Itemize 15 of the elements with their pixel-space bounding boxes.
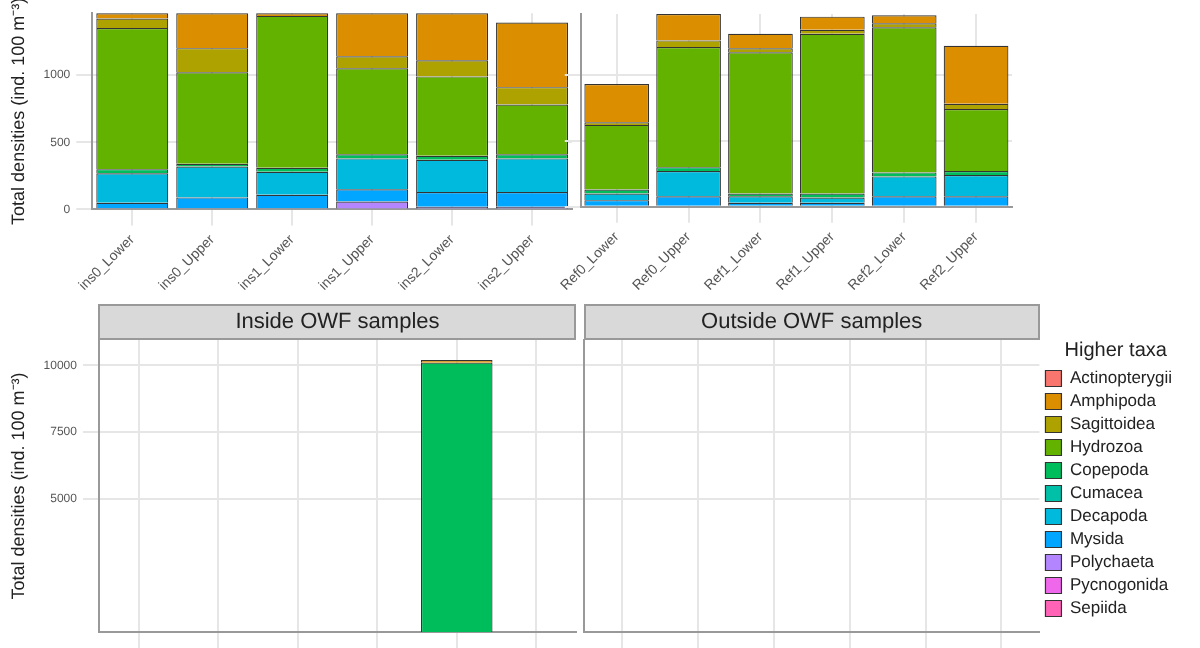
legend-label: Copepoda — [1069, 459, 1149, 480]
legend-label: Amphipoda — [1069, 390, 1157, 411]
legend-label: Hydrozoa — [1069, 436, 1144, 457]
y-axis-title: Total densities (ind. 100 m⁻³) — [7, 372, 28, 600]
legend-label: Sagittoidea — [1069, 413, 1156, 434]
legend-label: Sepiida — [1069, 597, 1128, 618]
legend-label: Pycnogonida — [1069, 574, 1169, 595]
legend-label: Cumacea — [1069, 482, 1144, 503]
chart-title: Inside OWF samples — [98, 304, 576, 340]
legend-label: Decapoda — [1069, 505, 1148, 526]
legend-label: Polychaeta — [1069, 551, 1155, 572]
legend-label: Mysida — [1069, 528, 1125, 549]
chart-title: Outside OWF samples — [584, 304, 1040, 340]
legend-label: Actinopterygii — [1069, 367, 1173, 388]
legend-title: Higher taxa — [1064, 339, 1168, 362]
